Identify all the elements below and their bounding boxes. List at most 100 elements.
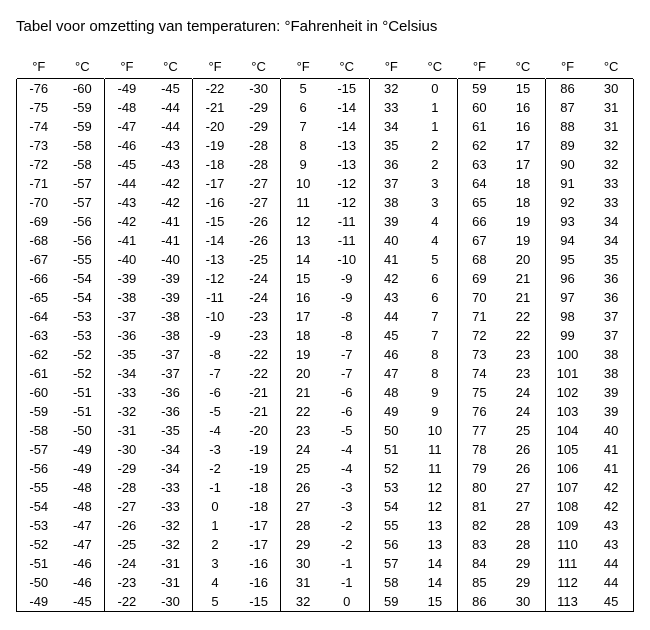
cell-f: -21: [193, 98, 237, 117]
cell-f: 110: [545, 535, 589, 554]
cell-c: 12: [413, 478, 457, 497]
cell-f: -36: [105, 326, 149, 345]
cell-f: 74: [457, 364, 501, 383]
cell-f: 5: [193, 592, 237, 612]
cell-f: 4: [193, 573, 237, 592]
cell-c: 33: [589, 174, 633, 193]
cell-f: -14: [193, 231, 237, 250]
cell-f: 83: [457, 535, 501, 554]
cell-c: 18: [501, 174, 545, 193]
cell-f: -40: [105, 250, 149, 269]
cell-c: 29: [501, 573, 545, 592]
cell-f: 8: [281, 136, 325, 155]
cell-f: 26: [281, 478, 325, 497]
cell-f: 22: [281, 402, 325, 421]
cell-f: -62: [17, 345, 61, 364]
cell-c: 19: [501, 212, 545, 231]
cell-c: -21: [237, 383, 281, 402]
cell-c: 34: [589, 231, 633, 250]
cell-c: -2: [325, 516, 369, 535]
table-header-row: °F°C°F°C°F°C°F°C°F°C°F°C°F°C: [17, 57, 634, 79]
cell-f: -70: [17, 193, 61, 212]
cell-f: 28: [281, 516, 325, 535]
cell-f: 97: [545, 288, 589, 307]
cell-c: 12: [413, 497, 457, 516]
cell-f: 29: [281, 535, 325, 554]
cell-c: 16: [501, 117, 545, 136]
cell-f: 92: [545, 193, 589, 212]
cell-f: -76: [17, 79, 61, 99]
cell-c: -52: [61, 345, 105, 364]
cell-c: -58: [61, 136, 105, 155]
cell-c: 14: [413, 573, 457, 592]
table-row: -64-53-37-38-10-2317-844771229837: [17, 307, 634, 326]
cell-f: -8: [193, 345, 237, 364]
cell-c: -6: [325, 402, 369, 421]
cell-f: 35: [369, 136, 413, 155]
cell-c: -46: [61, 573, 105, 592]
table-row: -58-50-31-35-4-2023-55010772510440: [17, 421, 634, 440]
cell-f: 54: [369, 497, 413, 516]
cell-c: -8: [325, 307, 369, 326]
cell-f: 81: [457, 497, 501, 516]
cell-c: -42: [149, 193, 193, 212]
cell-f: 25: [281, 459, 325, 478]
cell-c: -9: [325, 269, 369, 288]
cell-f: 59: [369, 592, 413, 612]
cell-c: 9: [413, 402, 457, 421]
cell-c: -14: [325, 117, 369, 136]
table-row: -66-54-39-39-12-2415-942669219636: [17, 269, 634, 288]
cell-f: 71: [457, 307, 501, 326]
cell-f: -58: [17, 421, 61, 440]
cell-f: -20: [193, 117, 237, 136]
cell-c: 44: [589, 554, 633, 573]
cell-c: 31: [589, 117, 633, 136]
cell-f: 11: [281, 193, 325, 212]
cell-f: 99: [545, 326, 589, 345]
cell-c: -57: [61, 174, 105, 193]
cell-c: -26: [237, 231, 281, 250]
cell-f: -54: [17, 497, 61, 516]
cell-c: -19: [237, 459, 281, 478]
cell-f: -10: [193, 307, 237, 326]
cell-f: 73: [457, 345, 501, 364]
table-row: -49-45-22-305-153205915863011345: [17, 592, 634, 612]
cell-c: -20: [237, 421, 281, 440]
table-row: -72-58-45-43-18-289-1336263179032: [17, 155, 634, 174]
cell-c: 39: [589, 402, 633, 421]
col-header-f: °F: [545, 57, 589, 79]
cell-c: -13: [325, 155, 369, 174]
cell-c: 1: [413, 117, 457, 136]
cell-c: -48: [61, 497, 105, 516]
cell-c: -43: [149, 136, 193, 155]
cell-f: 2: [193, 535, 237, 554]
cell-c: -53: [61, 307, 105, 326]
cell-c: -56: [61, 212, 105, 231]
cell-f: 37: [369, 174, 413, 193]
cell-c: -30: [149, 592, 193, 612]
cell-f: -27: [105, 497, 149, 516]
conversion-table: °F°C°F°C°F°C°F°C°F°C°F°C°F°C -76-60-49-4…: [16, 57, 634, 612]
cell-f: 32: [369, 79, 413, 99]
cell-c: 37: [589, 326, 633, 345]
cell-c: 36: [589, 269, 633, 288]
cell-f: 70: [457, 288, 501, 307]
cell-c: 6: [413, 269, 457, 288]
cell-c: -36: [149, 383, 193, 402]
cell-c: -17: [237, 535, 281, 554]
cell-f: -18: [193, 155, 237, 174]
cell-f: 67: [457, 231, 501, 250]
cell-f: 103: [545, 402, 589, 421]
cell-c: 4: [413, 212, 457, 231]
cell-f: 13: [281, 231, 325, 250]
cell-f: -60: [17, 383, 61, 402]
cell-c: 8: [413, 364, 457, 383]
col-header-f: °F: [193, 57, 237, 79]
cell-c: 42: [589, 478, 633, 497]
cell-c: -12: [325, 193, 369, 212]
cell-f: 86: [457, 592, 501, 612]
cell-f: 14: [281, 250, 325, 269]
cell-c: -59: [61, 117, 105, 136]
cell-f: 72: [457, 326, 501, 345]
cell-f: -29: [105, 459, 149, 478]
